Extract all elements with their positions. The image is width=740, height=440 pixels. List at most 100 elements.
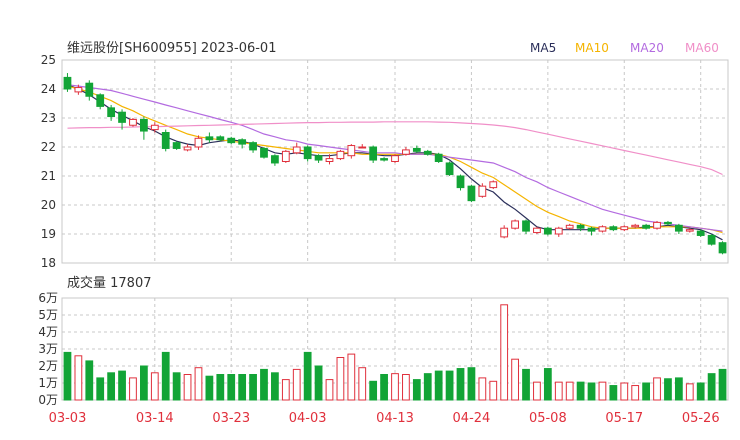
candle-body [238, 139, 247, 145]
volume-bar [216, 374, 225, 401]
candle-body [314, 155, 323, 161]
price-y-tick-label: 23 [41, 111, 56, 125]
candle-body [664, 221, 672, 225]
candle-body [412, 147, 421, 152]
candle-body [129, 118, 137, 126]
volume-y-tick-label: 6万 [38, 291, 58, 305]
candle-body [609, 226, 618, 231]
candle-body [533, 227, 541, 234]
volume-bar [500, 304, 509, 401]
volume-bar [183, 374, 192, 401]
candle-body [685, 229, 694, 232]
candle-body [107, 107, 116, 118]
candle-body [227, 137, 236, 144]
volume-bar [554, 381, 563, 401]
candle-body [183, 146, 192, 151]
candle-body [369, 146, 378, 161]
candle-body [281, 150, 290, 163]
ma-legend: MA5 MA10 MA20 MA60 [530, 41, 719, 55]
volume-bar [150, 372, 159, 401]
volume-bar [434, 370, 443, 401]
volume-y-tick-label: 2万 [38, 359, 58, 373]
volume-bar [511, 358, 519, 401]
candle-body [336, 150, 345, 160]
volume-bar [161, 351, 170, 401]
volume-bar [456, 368, 465, 401]
volume-bar [718, 368, 727, 401]
candle-body [423, 150, 432, 155]
date-tick-label: 03-14 [136, 411, 174, 426]
volume-bar [205, 375, 214, 401]
candle-body [63, 76, 72, 90]
volume-bar [369, 380, 378, 401]
volume-bar [358, 367, 367, 401]
candle-body [489, 181, 498, 189]
volume-bar [402, 374, 410, 401]
candle-body [216, 136, 225, 141]
candle-body [653, 221, 661, 229]
candle-body [391, 155, 399, 162]
candle-body [172, 142, 181, 149]
candle-body [271, 155, 279, 164]
candle-body [598, 226, 607, 232]
date-tick-label: 03-03 [49, 411, 87, 426]
volume-bar [467, 367, 476, 401]
volume-bar [118, 370, 126, 401]
ma60-legend-label: MA60 [685, 41, 719, 55]
volume-bar [598, 381, 607, 401]
candle-body [543, 227, 552, 235]
volume-y-tick-label: 3万 [38, 342, 58, 356]
ma20-legend-label: MA20 [630, 41, 664, 55]
candle-body [303, 146, 312, 160]
candle-body [445, 162, 454, 176]
candle-body [161, 132, 170, 149]
candle-body [565, 224, 574, 229]
volume-bar [576, 381, 585, 401]
volume-y-tick-label: 0万 [38, 393, 58, 407]
candle-body [707, 234, 716, 245]
date-tick-label: 05-17 [605, 411, 643, 426]
ma20-line [67, 84, 723, 232]
volume-bar [565, 381, 574, 401]
candle-body [205, 136, 214, 141]
candle-body [696, 230, 705, 236]
volume-bar [423, 373, 432, 401]
volume-bar [445, 370, 454, 401]
volume-bar [260, 368, 268, 401]
volume-bar [620, 382, 629, 401]
candle-body [358, 146, 367, 149]
volume-bar [238, 374, 247, 401]
volume-bar [533, 381, 541, 401]
volume-bar [172, 372, 181, 401]
candle-body [511, 220, 519, 229]
volume-bar [707, 373, 716, 401]
volume-bar [412, 379, 421, 401]
volume-bar [74, 355, 83, 401]
volume-bar [609, 385, 618, 401]
date-tick-label: 03-23 [212, 411, 250, 426]
candle-body [118, 111, 126, 123]
candle-body [620, 226, 629, 231]
ma5-legend-label: MA5 [530, 41, 556, 55]
date-tick-label: 04-13 [376, 411, 414, 426]
volume-bar [347, 353, 356, 401]
price-y-tick-label: 22 [41, 140, 56, 154]
volume-bar [85, 360, 94, 401]
volume-bar [314, 365, 323, 401]
volume-bar [303, 351, 312, 401]
volume-bar [380, 374, 388, 401]
price-y-tick-label: 25 [41, 53, 56, 67]
price-y-tick-label: 18 [41, 256, 56, 270]
candle-body [434, 153, 443, 162]
price-y-tick-label: 19 [41, 227, 56, 241]
candle-body [325, 158, 334, 163]
candle-body [260, 147, 268, 158]
volume-bar [391, 373, 399, 401]
volume-y-tick-label: 4万 [38, 325, 58, 339]
volume-bar [227, 374, 236, 401]
candle-body [718, 242, 727, 254]
date-tick-label: 05-26 [682, 411, 720, 426]
volume-bar [478, 377, 487, 401]
volume-bar [696, 382, 705, 401]
